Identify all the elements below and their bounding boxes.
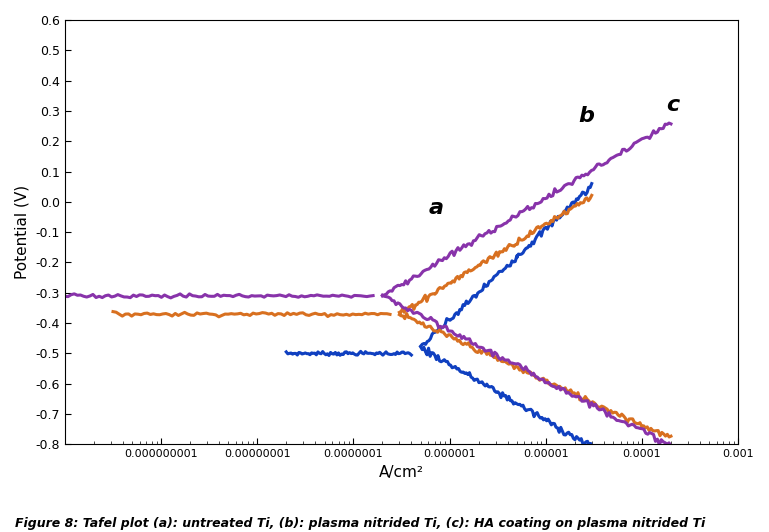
Text: Figure 8: Tafel plot (a): untreated Ti, (b): plasma nitrided Ti, (c): HA coating: Figure 8: Tafel plot (a): untreated Ti, …	[15, 517, 706, 530]
Text: c: c	[667, 95, 680, 115]
X-axis label: A/cm²: A/cm²	[379, 465, 424, 480]
Text: a: a	[428, 198, 443, 218]
Y-axis label: Potential (V): Potential (V)	[15, 185, 30, 279]
Text: b: b	[579, 105, 594, 126]
